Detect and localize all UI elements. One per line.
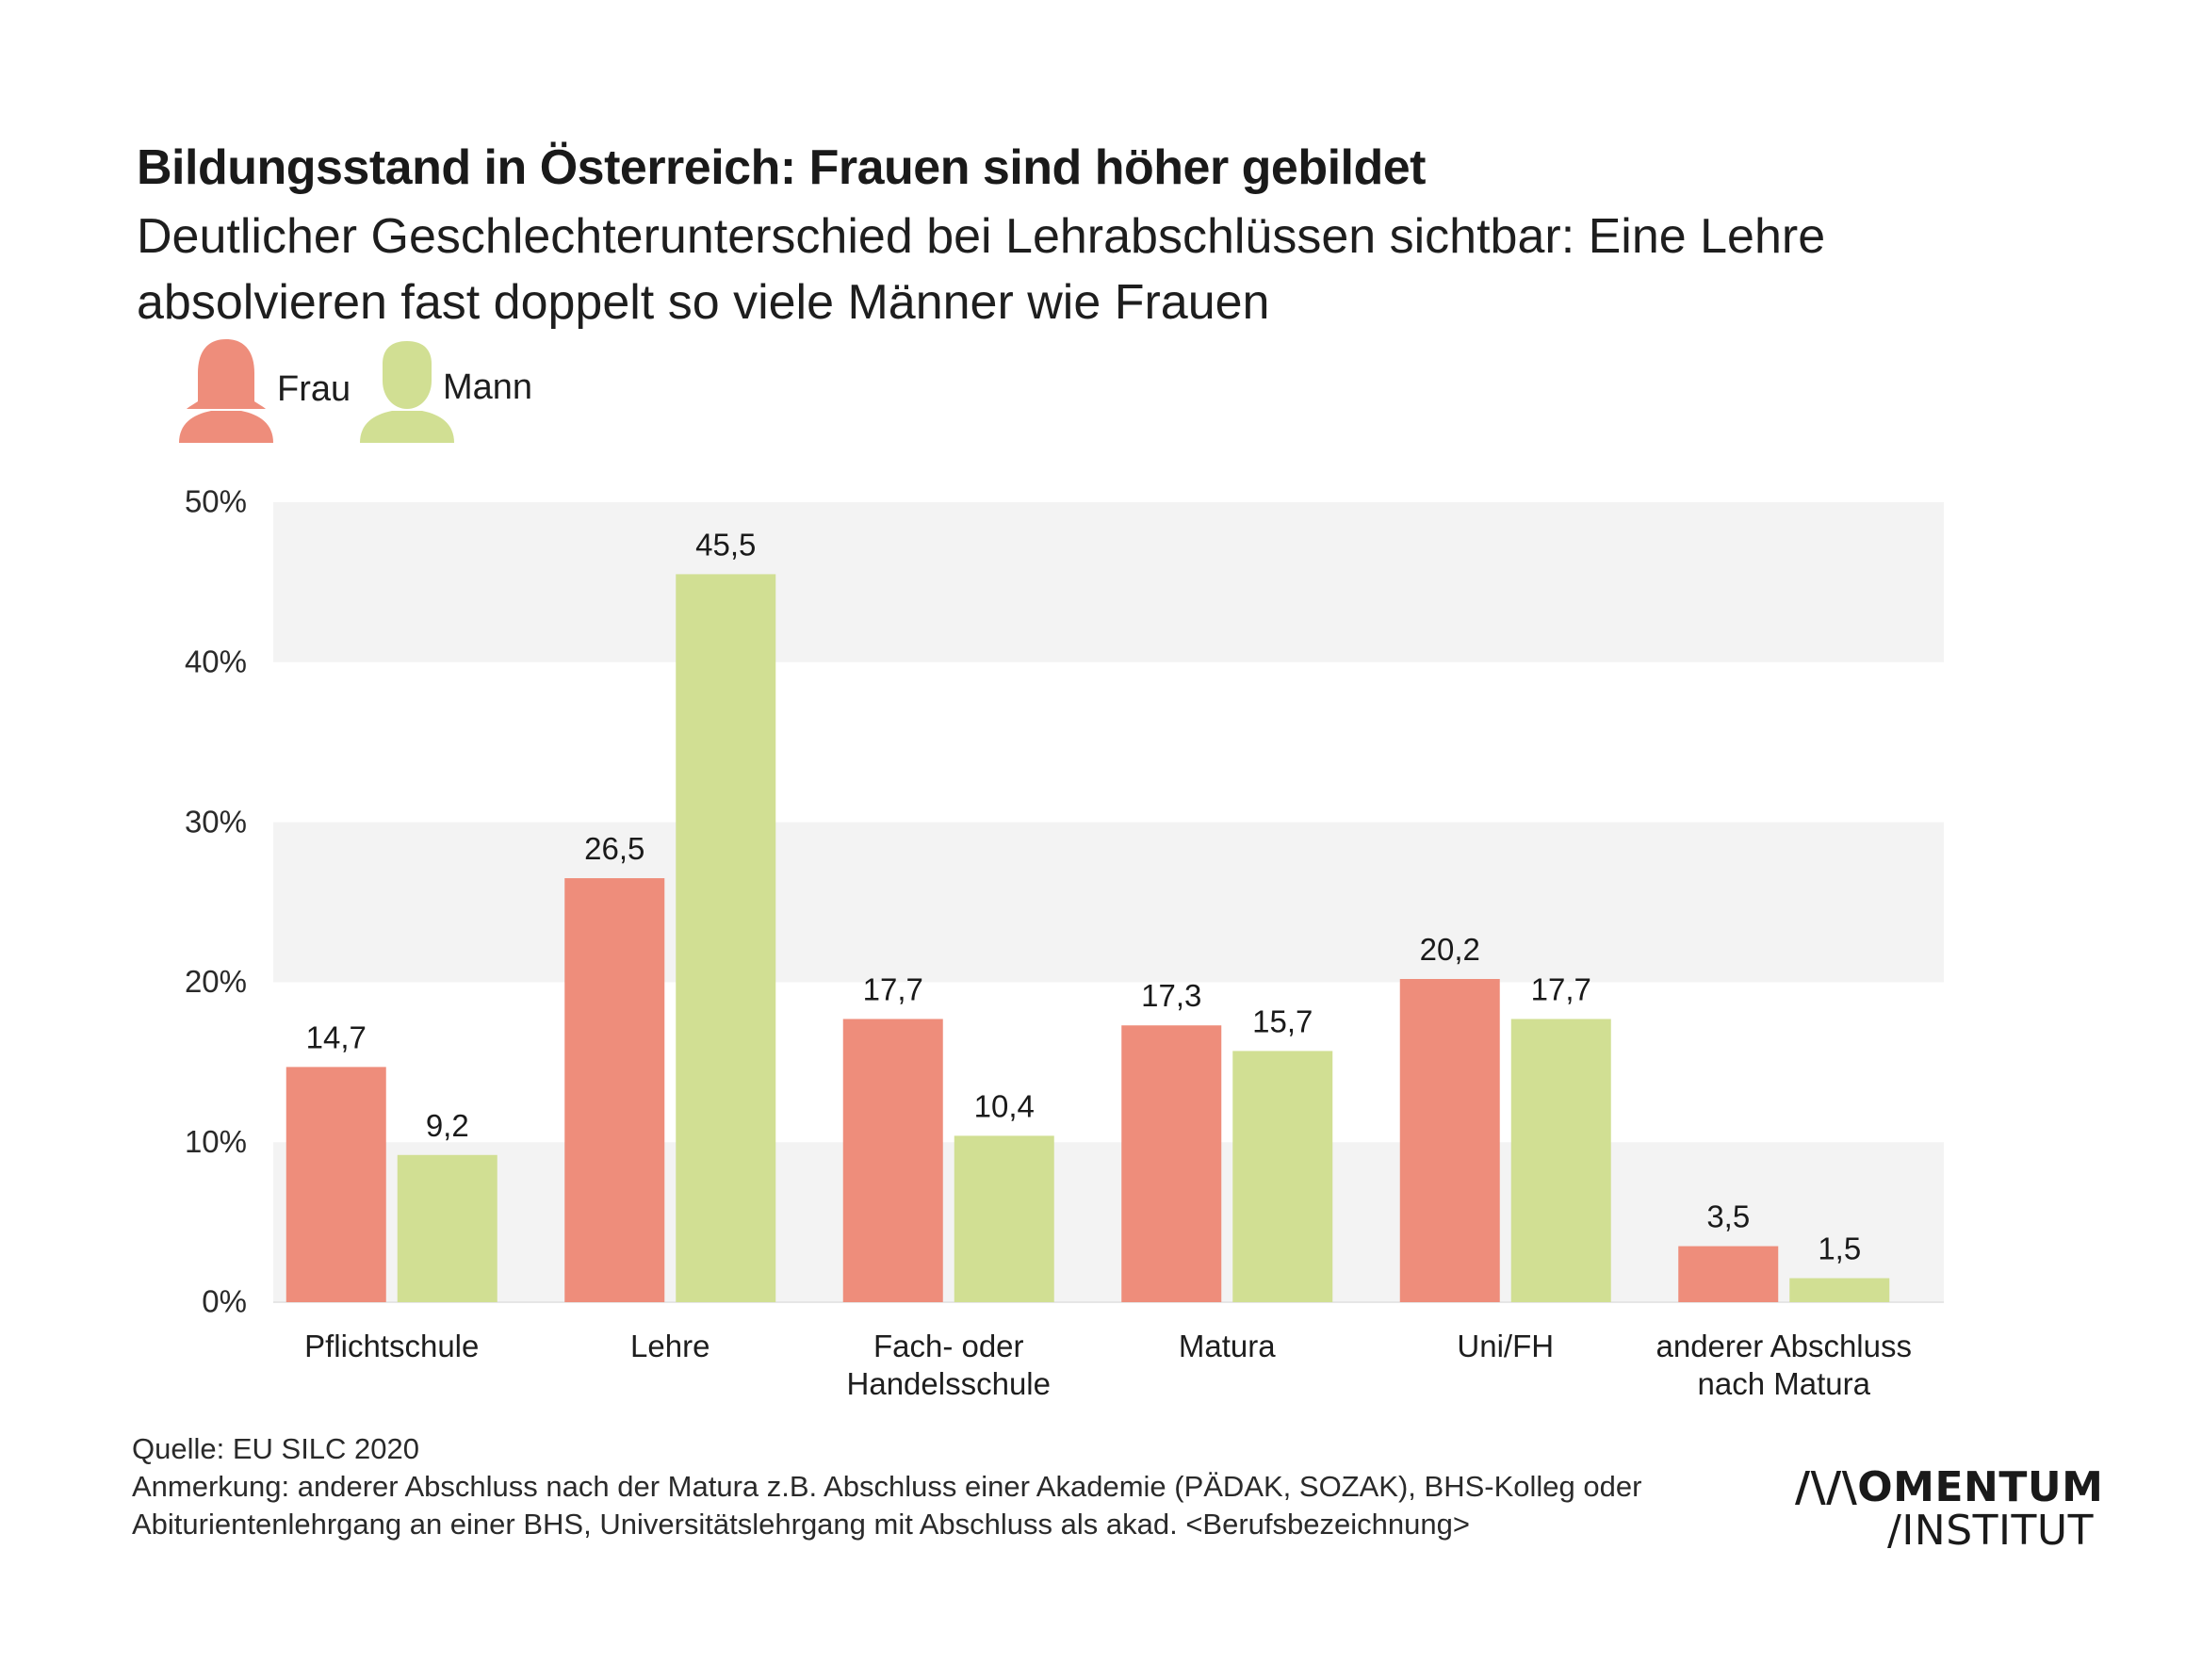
chart-title: Bildungsstand in Österreich: Frauen sind… [137,140,1427,195]
legend-item-mann: Mann [360,339,532,448]
x-tick-label: Pflichtschule [304,1329,479,1363]
bar-mann [1232,1051,1333,1302]
footer: Quelle: EU SILC 2020 Anmerkung: anderer … [132,1430,1641,1543]
data-label: 1,5 [1818,1231,1861,1266]
y-tick-label: 30% [185,804,247,839]
data-label: 17,7 [1531,971,1591,1006]
bar-frau [285,1067,386,1302]
chart-subtitle: Deutlicher Geschlechterunterschied bei L… [137,209,1826,330]
note-line-2: Abiturientenlehrgang an einer BHS, Unive… [132,1508,1470,1541]
x-tick-label: Handelsschule [847,1366,1051,1401]
legend-label-mann: Mann [443,367,533,407]
data-label: 26,5 [584,831,644,866]
bar-frau [1678,1246,1779,1302]
bar-mann [397,1154,497,1302]
bar-mann [676,574,776,1302]
x-tick-label: Lehre [630,1329,710,1363]
data-label: 17,7 [863,971,923,1006]
bar-frau [842,1019,943,1302]
legend-item-frau: Frau [179,339,351,448]
source-text: Quelle: EU SILC 2020 [132,1432,420,1465]
bar-mann [1789,1278,1890,1302]
grid-band [273,822,1944,983]
data-label: 15,7 [1252,1003,1313,1038]
y-tick-label: 10% [185,1124,247,1159]
y-tick-label: 50% [185,484,247,519]
y-tick-label: 0% [202,1284,247,1319]
data-label: 20,2 [1420,932,1480,967]
woman-icon [179,339,273,443]
x-tick-label: anderer Abschluss [1656,1329,1913,1363]
x-tick-label: Fach- oder [873,1329,1024,1363]
bar-mann [954,1135,1054,1302]
bar-frau [1121,1025,1222,1302]
y-tick-label: 40% [185,644,247,679]
bar-frau [1399,979,1500,1302]
data-label: 9,2 [426,1108,469,1143]
bar-mann [1510,1019,1611,1302]
man-icon [360,341,454,443]
x-tick-label: Matura [1179,1329,1276,1363]
grid-band [273,502,1944,662]
grid-band [273,1142,1944,1302]
legend-label-frau: Frau [277,369,351,409]
data-label: 3,5 [1706,1199,1750,1234]
momentum-logo: /\/\OMENTUM /INSTITUT [1795,1466,2103,1553]
x-tick-label: Uni/FH [1457,1329,1554,1363]
data-label: 17,3 [1141,978,1201,1013]
y-tick-label: 20% [185,964,247,999]
data-label: 14,7 [306,1019,367,1054]
data-label: 45,5 [695,527,756,562]
logo-line-2: /INSTITUT [1887,1507,2094,1555]
data-label: 10,4 [974,1088,1035,1123]
logo-line-1: /\/\OMENTUM [1795,1463,2104,1511]
x-tick-label: nach Matura [1698,1366,1871,1401]
note-line-1: Anmerkung: anderer Abschluss nach der Ma… [132,1470,1642,1503]
bar-frau [564,878,665,1302]
